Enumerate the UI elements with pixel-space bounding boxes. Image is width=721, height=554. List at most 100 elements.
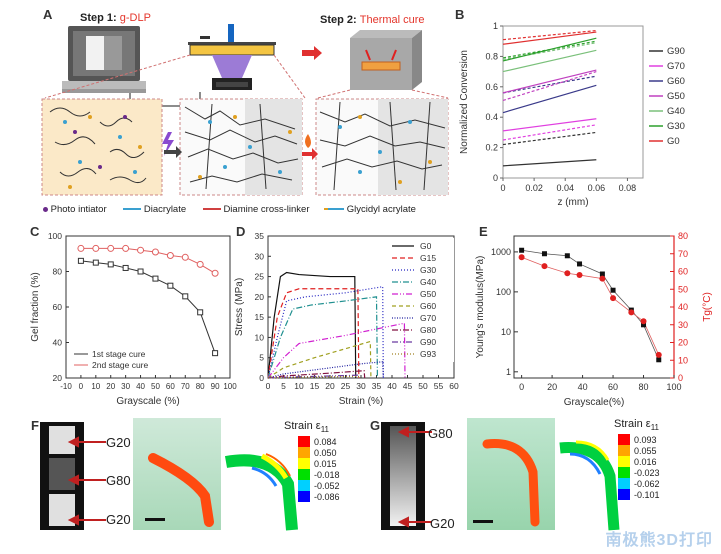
series-line-G93 <box>267 375 362 379</box>
legend-diacrylate: Diacrylate <box>143 204 187 215</box>
data-point <box>92 259 99 266</box>
flame-icon <box>302 134 318 160</box>
tg-point <box>640 318 647 325</box>
x-tick-label: 30 <box>121 382 130 391</box>
colorbar-row: -0.062 <box>618 478 660 489</box>
x-tick-label: 5 <box>281 381 286 391</box>
panel-f-strain-title: Strain ε <box>284 420 321 432</box>
panel-f-label-bottom: G20 <box>106 512 131 527</box>
panel-f-label: F <box>31 418 39 433</box>
y-tick-label: 1 <box>506 367 511 377</box>
x-tick-label: 70 <box>181 382 190 391</box>
colorbar-row: 0.015 <box>298 458 340 469</box>
colorbar-row: 0.050 <box>298 447 340 458</box>
panel-g-strain-sub: 11 <box>650 423 660 433</box>
tg-point <box>610 295 617 302</box>
legend-label-G70: G70 <box>667 61 685 72</box>
data-point <box>166 252 174 260</box>
legend-label-G90: G90 <box>420 337 436 347</box>
data-point <box>107 261 114 268</box>
x-tick-label: 0 <box>266 381 271 391</box>
colorbar-swatch <box>298 436 310 447</box>
step2-prefix: Step 2 <box>320 14 354 26</box>
series-line-G50 <box>267 322 406 379</box>
modulus-point <box>610 287 616 293</box>
plot-frame <box>65 235 231 379</box>
legend-glycidyl: Glycidyl acrylate <box>346 204 416 215</box>
series-line-solid-G50 <box>502 69 597 94</box>
y-right-tick-label: 60 <box>678 267 688 277</box>
legend-label-G50: G50 <box>667 91 685 102</box>
data-point <box>137 246 145 254</box>
colorbar-row: -0.018 <box>298 469 340 480</box>
x-tick-label: 0 <box>500 183 505 193</box>
data-point <box>92 244 100 252</box>
dlp-printer-icon <box>188 24 276 90</box>
x-tick-label: 40 <box>387 381 397 391</box>
x-tick-label: 0 <box>79 382 84 391</box>
modulus-point <box>641 322 647 328</box>
series-line-solid-G90 <box>502 159 597 167</box>
tg-point <box>576 272 583 279</box>
colorbar-value: 0.084 <box>314 436 337 447</box>
step2-name: Thermal cure <box>359 14 425 26</box>
y-axis-label: Stress (MPa) <box>234 278 245 336</box>
series-line-G30 <box>267 286 384 379</box>
panel-g-strain-title: Strain ε <box>614 418 651 430</box>
modulus-point <box>519 247 525 253</box>
colorbar-value: -0.062 <box>634 478 660 489</box>
colorbar-value: -0.018 <box>314 469 340 480</box>
x-tick-label: 50 <box>418 381 428 391</box>
legend-label-G30: G30 <box>667 121 685 132</box>
series-line-dashed-G90 <box>502 131 597 146</box>
y-tick-label: 100 <box>496 287 511 297</box>
y-right-tick-label: 40 <box>678 302 688 312</box>
colorbar-row: 0.055 <box>618 445 660 456</box>
colorbar-swatch <box>618 456 630 467</box>
data-point <box>211 269 219 277</box>
x-tick-label: 20 <box>325 381 335 391</box>
panel-f-arrows <box>67 436 106 526</box>
colorbar-swatch <box>298 491 310 502</box>
colorbar-swatch <box>298 458 310 469</box>
series-line-solid-G60 <box>502 84 597 114</box>
panel-c-chart: 0 10 20 30 40 50 60 70 80 90 100-1020406080100Gray… <box>30 231 237 407</box>
panel-d-label: D <box>236 224 246 239</box>
series-line-solid-G70 <box>502 118 597 132</box>
y-tick-label: 5 <box>259 353 264 363</box>
x-tick-label: -10 <box>60 382 72 391</box>
y-tick-label: 80 <box>53 267 63 277</box>
x-tick-label: 0.06 <box>588 183 606 193</box>
watermark: 南极熊3D打印 <box>605 532 713 549</box>
thermal-cure-oven-icon <box>350 30 422 90</box>
x-tick-label: 15 <box>310 381 320 391</box>
modulus-point <box>541 251 547 257</box>
y-tick-label: 40 <box>53 338 63 348</box>
data-point <box>181 253 189 261</box>
data-point <box>196 260 204 268</box>
tg-point <box>655 351 662 358</box>
colorbar-value: 0.015 <box>314 458 337 469</box>
y-right-tick-label: 0 <box>678 373 683 383</box>
y-right-tick-label: 50 <box>678 284 688 294</box>
colorbar-value: -0.023 <box>634 467 660 478</box>
series-line-G40 <box>267 296 379 379</box>
colorbar-swatch <box>298 447 310 458</box>
colorbar-value: 0.093 <box>634 434 657 445</box>
data-point <box>77 244 85 252</box>
panel-g-label-bottom: G20 <box>430 516 455 531</box>
panel-g-colorbar: 0.093 0.055 0.016 -0.023 -0.062 -0.101 <box>618 434 660 500</box>
x-tick-label: 80 <box>639 382 649 392</box>
y-tick-label: 0.8 <box>485 51 498 61</box>
panel-g-label: G <box>370 418 381 433</box>
series-line-G70 <box>267 361 384 379</box>
panel-e-chart: 0 20 40 60 80 100 1 10 100 1000 0 10 20 30 40 50 60 70 80 G… <box>475 231 713 408</box>
x-tick-label: 30 <box>356 381 366 391</box>
panel-e-label: E <box>479 224 488 239</box>
x-tick-label: 20 <box>106 382 115 391</box>
y-right-tick-label: 10 <box>678 355 688 365</box>
step1-name: g-DLP <box>119 12 151 24</box>
series-line-G15 <box>267 288 360 379</box>
x-tick-label: 40 <box>136 382 145 391</box>
panel-f-label-top: G20 <box>106 435 131 450</box>
